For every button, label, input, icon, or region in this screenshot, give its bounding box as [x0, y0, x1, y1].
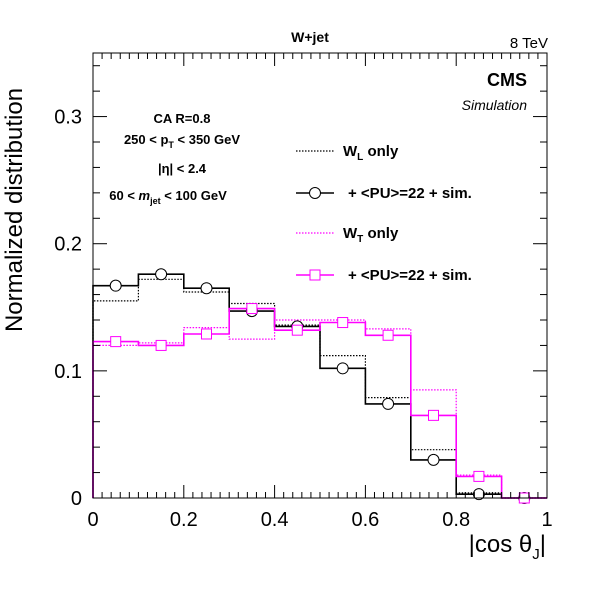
legend-label-wt-only: WT only	[343, 225, 399, 245]
x-axis-label-bar: |	[540, 531, 546, 558]
series-1-marker-5	[336, 362, 349, 375]
legend-wt-rest: only	[363, 225, 399, 242]
selection-line-2-text: 250 < p	[124, 132, 169, 147]
legend-label-wt-pu: + <PU>=22 + sim.	[348, 267, 472, 284]
legend: WL only + <PU>=22 + sim. WT only + <PU>=…	[296, 143, 472, 284]
legend-wl-rest: only	[363, 143, 399, 160]
legend-label-wl-pu: + <PU>=22 + sim.	[348, 185, 472, 202]
series-3-marker-8	[473, 470, 485, 482]
selection-line-4-sub: jet	[149, 196, 161, 206]
selection-line-1: CA R=0.8	[154, 111, 211, 126]
energy-label: 8 TeV	[510, 35, 548, 52]
x-tick-label-2: 0.4	[261, 509, 289, 531]
selection-line-4-m: m	[139, 188, 151, 203]
x-tick-label-0: 0	[87, 509, 98, 531]
series-3-marker-7	[428, 409, 439, 421]
x-tick-label-5: 1	[541, 509, 552, 531]
series-3-marker-1	[155, 339, 167, 351]
series-1-marker-1	[155, 268, 168, 281]
series-1-marker-6	[382, 397, 395, 410]
series-3-marker-0	[110, 336, 122, 348]
legend-wl-sub: L	[357, 152, 363, 163]
legend-marker-square	[309, 269, 321, 281]
selection-text: CA R=0.8 250 < pT < 350 GeV |η| < 2.4 60…	[109, 111, 240, 206]
series-1-marker-0	[109, 279, 122, 292]
series-3-marker-3	[246, 303, 258, 315]
histogram-layer	[92, 273, 547, 499]
y-tick-label-3: 0.3	[54, 107, 82, 129]
x-tick-label-4: 0.8	[442, 509, 470, 531]
simulation-label: Simulation	[462, 97, 528, 113]
series-3-marker-5	[337, 317, 349, 329]
series-3-marker-2	[201, 328, 212, 340]
selection-line-2-sub: T	[168, 140, 174, 150]
y-axis-label: Normalized distribution	[1, 88, 28, 332]
selection-line-2: 250 < pT < 350 GeV	[124, 132, 240, 150]
selection-line-4-text: 60 <	[109, 188, 138, 203]
x-axis-label-main: |cos θ	[469, 531, 533, 558]
axes: 0 0.2 0.4 0.6 0.8 1 0 0.1 0.2 0.3	[54, 52, 553, 531]
selection-line-2-rest: < 350 GeV	[174, 132, 240, 147]
legend-wt-main: W	[343, 225, 358, 242]
legend-label-wl-only: WL only	[343, 143, 399, 163]
x-tick-label-3: 0.6	[351, 509, 379, 531]
selection-line-4-rest: < 100 GeV	[161, 188, 227, 203]
legend-wt-sub: T	[357, 234, 363, 245]
legend-wl-main: W	[343, 143, 358, 160]
chart-title: W+jet	[291, 29, 329, 45]
series-1-marker-7	[427, 453, 440, 466]
series-1-marker-8	[472, 488, 485, 501]
legend-marker-circle	[309, 187, 321, 199]
series-1-marker-2	[200, 282, 213, 295]
series-3-marker-4	[291, 324, 303, 336]
y-tick-label-0: 0	[71, 488, 82, 510]
cms-label: CMS	[487, 70, 527, 90]
selection-line-3: |η| < 2.4	[158, 161, 207, 176]
y-tick-label-2: 0.2	[54, 234, 82, 256]
series-3-histogram	[92, 307, 547, 499]
selection-line-4: 60 < mjet < 100 GeV	[109, 188, 227, 206]
x-axis-label-sub: J	[532, 546, 540, 563]
x-axis-label: |cos θJ|	[469, 531, 546, 563]
x-tick-label-1: 0.2	[170, 509, 198, 531]
y-tick-label-1: 0.1	[54, 361, 82, 383]
series-3-marker-6	[382, 329, 394, 341]
